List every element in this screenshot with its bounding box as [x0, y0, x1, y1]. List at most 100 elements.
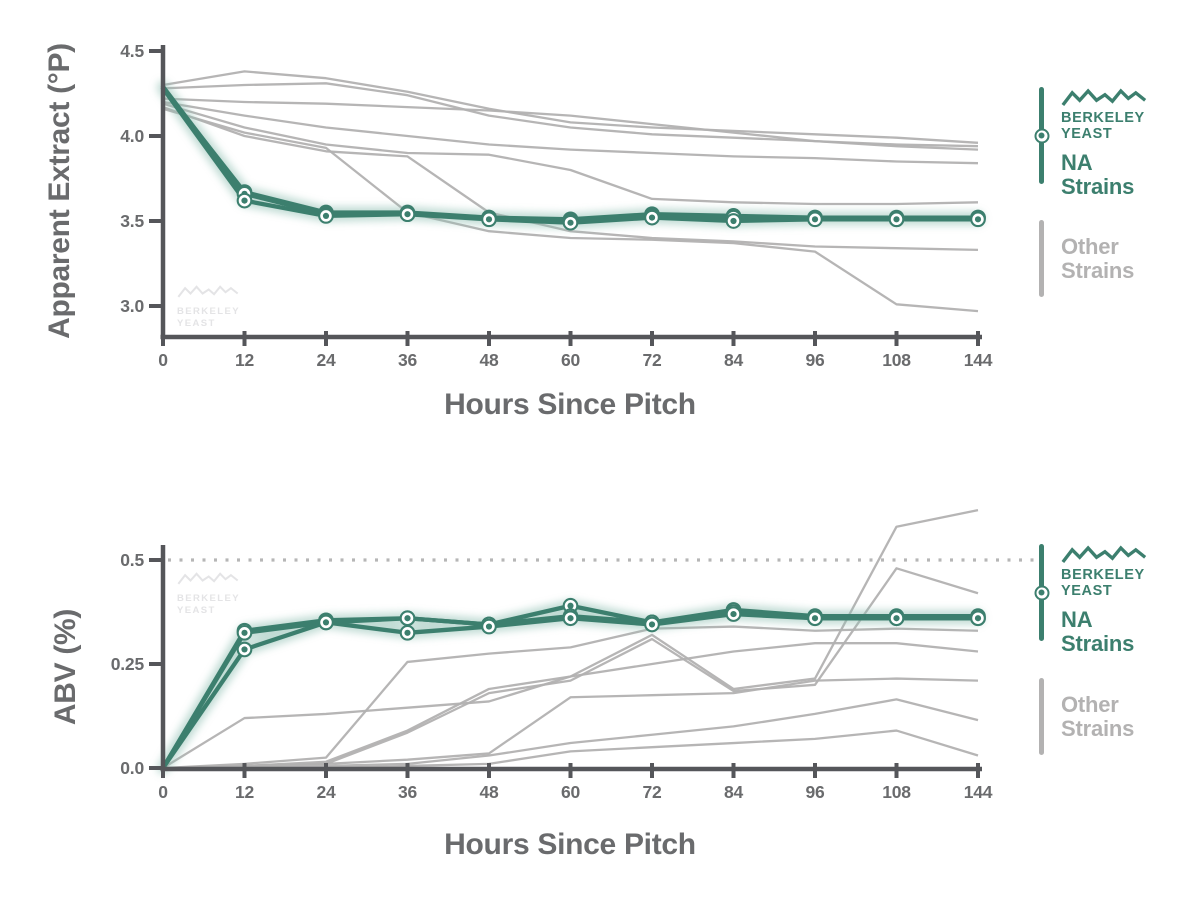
berkeley-yeast-watermark-top: BERKELEY YEAST [177, 284, 240, 331]
brand-line1: BERKELEY [1061, 567, 1145, 583]
y-tick-label: 0.0 [120, 758, 144, 778]
na-strain-line [160, 611, 981, 771]
x-tick-label: 60 [561, 782, 581, 802]
y-axis-title-apparent-extract: Apparent Extract (°P) [43, 43, 76, 339]
brand-line1: BERKELEY [1061, 110, 1145, 126]
other-strain-line [162, 102, 979, 206]
chart-1: 0.5 0.25 0.0 0 12 24 36 48 60 72 84 96 108 144 [111, 508, 1035, 802]
legend-other-line-sample [1039, 678, 1044, 755]
na-data-marker-dot [811, 216, 819, 223]
other-strain-line [163, 698, 979, 770]
legend-na-label-line1: NA [1061, 607, 1093, 633]
other-strain-line [162, 106, 979, 252]
legend-other-strains-top: Other Strains [1039, 220, 1134, 297]
na-data-marker-dot [404, 211, 411, 218]
legend-other-label-line1: Other [1061, 233, 1119, 259]
x-axis-title-bottom: Hours Since Pitch [444, 828, 696, 861]
na-data-marker-dot [730, 610, 737, 618]
other-strain-line [162, 107, 979, 313]
na-data-marker-dot [811, 615, 819, 622]
other-strain-line [162, 677, 979, 770]
x-tick-label: 72 [642, 350, 662, 370]
x-tick-label: 36 [398, 782, 418, 802]
na-data-marker-dot [322, 212, 330, 219]
brand-line2: YEAST [1061, 582, 1113, 599]
na-data-marker-dot [485, 623, 493, 630]
na-data-marker-dot [893, 216, 900, 223]
x-tick-label: 84 [724, 350, 744, 370]
legend-other-label-line2: Strains [1061, 257, 1135, 283]
na-data-marker-dot [322, 619, 330, 626]
legend-na-label-line2: Strains [1061, 631, 1135, 657]
na-data-marker-dot [567, 219, 574, 226]
na-data-marker-dot [567, 615, 574, 622]
na-data-marker-dot [648, 214, 656, 221]
berkeley-yeast-logo-icon [1061, 545, 1147, 564]
legend-na-marker-icon [1034, 128, 1049, 143]
na-data-marker-dot [241, 629, 248, 636]
legend-na-line-sample [1034, 87, 1049, 184]
watermark-brand-line1: BERKELEY [177, 306, 240, 317]
x-tick-label: 72 [642, 782, 662, 802]
x-tick-label: 108 [882, 350, 911, 370]
other-strain-line [162, 625, 979, 770]
legend-other-label-line1: Other [1061, 691, 1119, 717]
legend-other-strains-bottom: Other Strains [1039, 678, 1134, 755]
x-tick-label: 36 [398, 350, 418, 370]
berkeley-yeast-logo-icon [177, 572, 239, 585]
y-tick-label: 0.25 [111, 654, 145, 674]
legend-other-line-sample [1039, 220, 1044, 297]
watermark-brand-line2: YEAST [177, 605, 216, 617]
x-tick-label: 144 [964, 350, 993, 370]
chart-0: 4.5 4.0 3.5 3.0 0 12 24 36 48 60 72 84 96 108 144 [120, 41, 993, 370]
na-data-marker-dot [404, 615, 411, 622]
legend-na-line-sample [1034, 544, 1049, 641]
other-strain-line [163, 729, 979, 770]
x-tick-label: 0 [158, 350, 168, 370]
watermark-brand-line1: BERKELEY [177, 593, 240, 604]
legend-na-strains-bottom: BERKELEY YEAST NA Strains [1034, 544, 1147, 657]
legend-na-strains-top: BERKELEY YEAST NA Strains [1034, 87, 1147, 200]
x-tick-label: 96 [805, 350, 825, 370]
other-strain-line [162, 642, 979, 769]
other-strain-line [162, 70, 979, 144]
berkeley-yeast-watermark-bottom: BERKELEY YEAST [177, 571, 240, 618]
y-tick-label: 4.5 [120, 41, 144, 61]
y-tick-label: 3.0 [120, 296, 144, 316]
na-data-marker-dot [730, 217, 737, 225]
y-tick-label: 4.0 [120, 126, 144, 146]
na-data-marker-dot [241, 197, 248, 204]
na-data-marker-dot [648, 621, 656, 628]
na-data-marker-dot [974, 615, 982, 622]
y-tick-label: 0.5 [120, 550, 144, 570]
legend-na-marker-icon [1034, 585, 1049, 600]
x-tick-label: 108 [882, 782, 911, 802]
x-tick-label: 96 [805, 782, 825, 802]
other-strain-line [162, 97, 979, 151]
x-tick-label: 60 [561, 350, 581, 370]
x-tick-label: 0 [158, 782, 168, 802]
x-tick-label: 144 [964, 782, 993, 802]
x-tick-label: 48 [479, 782, 499, 802]
berkeley-yeast-logo-icon [1061, 88, 1147, 107]
x-tick-label: 24 [316, 350, 336, 370]
other-strain-line [162, 100, 979, 165]
watermark-brand-line2: YEAST [177, 318, 216, 330]
na-data-marker-dot [567, 602, 574, 609]
na-data-marker-dot [974, 216, 982, 223]
x-tick-label: 48 [479, 350, 499, 370]
x-tick-label: 24 [316, 782, 336, 802]
na-data-marker-dot [485, 216, 493, 223]
y-axis-title-abv: ABV (%) [49, 608, 82, 726]
x-tick-label: 84 [724, 782, 744, 802]
x-tick-label: 12 [235, 350, 255, 370]
x-tick-label: 12 [235, 782, 255, 802]
na-data-marker-dot [241, 646, 248, 653]
legend-na-label-line2: Strains [1061, 174, 1135, 200]
berkeley-yeast-logo-icon [177, 285, 239, 298]
na-data-marker-dot [893, 615, 900, 622]
legend-other-label-line2: Strains [1061, 715, 1135, 741]
na-data-marker-dot [404, 629, 411, 636]
